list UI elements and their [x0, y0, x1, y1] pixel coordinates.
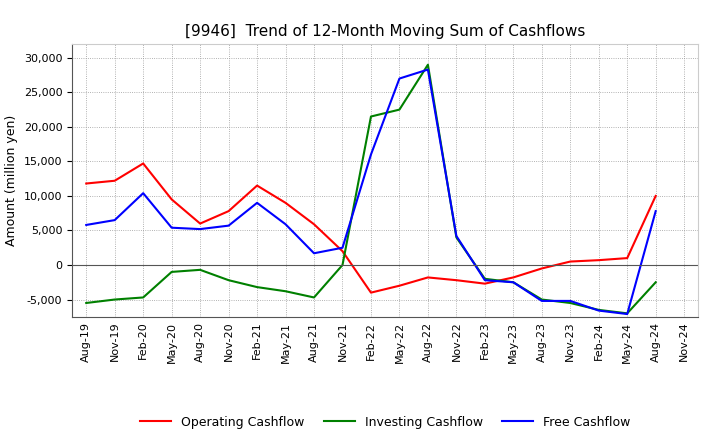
Operating Cashflow: [537, 266, 546, 271]
Investing Cashflow: [395, 107, 404, 112]
Investing Cashflow: [366, 114, 375, 119]
Operating Cashflow: [480, 281, 489, 286]
Y-axis label: Amount (million yen): Amount (million yen): [5, 115, 18, 246]
Investing Cashflow: [110, 297, 119, 302]
Operating Cashflow: [623, 256, 631, 261]
Investing Cashflow: [310, 295, 318, 300]
Operating Cashflow: [509, 275, 518, 280]
Investing Cashflow: [338, 262, 347, 268]
Free Cashflow: [537, 298, 546, 304]
Investing Cashflow: [282, 289, 290, 294]
Investing Cashflow: [537, 297, 546, 302]
Operating Cashflow: [338, 249, 347, 254]
Operating Cashflow: [253, 183, 261, 188]
Operating Cashflow: [196, 221, 204, 226]
Line: Free Cashflow: Free Cashflow: [86, 70, 656, 314]
Operating Cashflow: [423, 275, 432, 280]
Line: Investing Cashflow: Investing Cashflow: [86, 65, 656, 313]
Free Cashflow: [623, 312, 631, 317]
Free Cashflow: [196, 227, 204, 232]
Free Cashflow: [338, 245, 347, 250]
Investing Cashflow: [139, 295, 148, 300]
Line: Operating Cashflow: Operating Cashflow: [86, 164, 656, 293]
Free Cashflow: [225, 223, 233, 228]
Investing Cashflow: [196, 267, 204, 272]
Free Cashflow: [139, 191, 148, 196]
Investing Cashflow: [623, 311, 631, 316]
Operating Cashflow: [225, 209, 233, 214]
Operating Cashflow: [82, 181, 91, 186]
Legend: Operating Cashflow, Investing Cashflow, Free Cashflow: Operating Cashflow, Investing Cashflow, …: [135, 411, 635, 434]
Operating Cashflow: [282, 200, 290, 205]
Investing Cashflow: [566, 301, 575, 306]
Operating Cashflow: [167, 197, 176, 202]
Investing Cashflow: [82, 301, 91, 306]
Free Cashflow: [595, 308, 603, 313]
Free Cashflow: [509, 280, 518, 285]
Operating Cashflow: [452, 278, 461, 283]
Investing Cashflow: [225, 278, 233, 283]
Investing Cashflow: [167, 269, 176, 275]
Free Cashflow: [395, 76, 404, 81]
Investing Cashflow: [480, 276, 489, 282]
Investing Cashflow: [595, 307, 603, 312]
Investing Cashflow: [253, 285, 261, 290]
Investing Cashflow: [509, 280, 518, 285]
Free Cashflow: [652, 209, 660, 214]
Free Cashflow: [566, 298, 575, 304]
Free Cashflow: [282, 222, 290, 227]
Free Cashflow: [480, 278, 489, 283]
Title: [9946]  Trend of 12-Month Moving Sum of Cashflows: [9946] Trend of 12-Month Moving Sum of C…: [185, 24, 585, 39]
Investing Cashflow: [423, 62, 432, 67]
Operating Cashflow: [566, 259, 575, 264]
Free Cashflow: [253, 200, 261, 205]
Free Cashflow: [167, 225, 176, 231]
Free Cashflow: [110, 217, 119, 223]
Operating Cashflow: [595, 257, 603, 263]
Free Cashflow: [452, 233, 461, 238]
Operating Cashflow: [310, 222, 318, 227]
Investing Cashflow: [652, 280, 660, 285]
Operating Cashflow: [366, 290, 375, 295]
Operating Cashflow: [652, 193, 660, 198]
Operating Cashflow: [110, 178, 119, 183]
Free Cashflow: [366, 152, 375, 157]
Operating Cashflow: [139, 161, 148, 166]
Free Cashflow: [82, 222, 91, 227]
Free Cashflow: [423, 67, 432, 72]
Operating Cashflow: [395, 283, 404, 288]
Free Cashflow: [310, 251, 318, 256]
Investing Cashflow: [452, 235, 461, 240]
